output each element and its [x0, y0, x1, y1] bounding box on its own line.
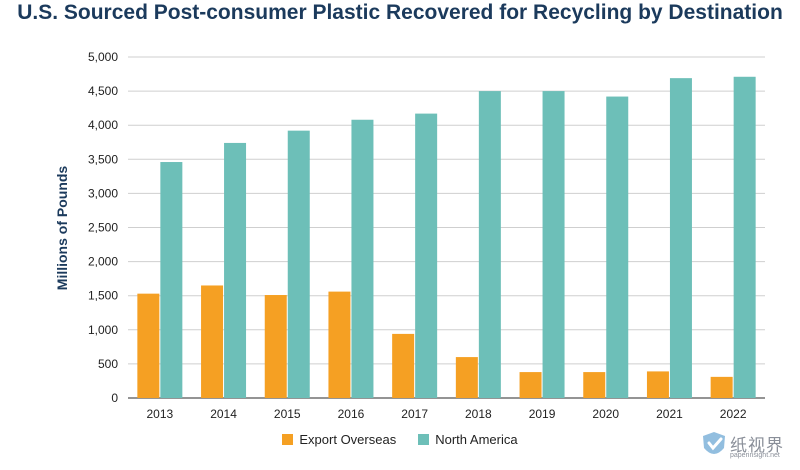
- y-axis-label: Millions of Pounds: [54, 166, 70, 291]
- y-tick-label: 3,000: [88, 186, 118, 200]
- bar-export-overseas: [583, 372, 606, 398]
- y-tick-labels: 0 500 1,000 1,500 2,000 2,500 3,000 3,500 4,000 4…: [88, 50, 118, 405]
- chart-title: U.S. Sourced Post-consumer Plastic Recov…: [17, 1, 783, 24]
- legend-item-north-america: North America: [418, 432, 518, 447]
- x-tick-label: 2015: [274, 407, 301, 421]
- legend-item-export: Export Overseas: [282, 432, 396, 447]
- bar-export-overseas: [392, 333, 415, 398]
- y-tick-label: 4,000: [88, 118, 118, 132]
- legend-swatch-north-america: [418, 434, 430, 445]
- y-tick-label: 3,500: [88, 152, 118, 166]
- bar-export-overseas: [328, 291, 351, 398]
- y-tick-label: 0: [111, 391, 118, 405]
- y-tick-label: 2,000: [88, 255, 118, 269]
- watermark-url: paperinsight.net: [730, 452, 780, 459]
- gridlines: [128, 56, 765, 399]
- bar-export-overseas: [519, 372, 542, 398]
- bar-north-america: [669, 78, 692, 398]
- bar-export-overseas: [455, 357, 478, 398]
- bar-north-america: [160, 162, 183, 398]
- x-tick-label: 2013: [146, 407, 173, 421]
- bar-north-america: [733, 76, 756, 398]
- x-tick-label: 2017: [401, 407, 428, 421]
- x-tick-labels: 2013 2014 2015 2016 2017 2018 2019 2020 2021 2022: [146, 407, 746, 421]
- legend-label-export: Export Overseas: [299, 432, 397, 447]
- bar-north-america: [415, 113, 438, 398]
- bar-export-overseas: [201, 285, 224, 398]
- bar-export-overseas: [646, 371, 669, 398]
- y-tick-label: 1,000: [88, 323, 118, 337]
- watermark: 纸视界 paperinsight.net: [700, 428, 792, 466]
- bar-north-america: [606, 96, 629, 398]
- x-tick-label: 2016: [338, 407, 365, 421]
- x-tick-label: 2019: [529, 407, 556, 421]
- x-tick-label: 2020: [592, 407, 619, 421]
- y-tick-label: 500: [98, 357, 118, 371]
- y-tick-label: 5,000: [88, 50, 118, 64]
- bar-export-overseas: [264, 295, 287, 398]
- bar-north-america: [478, 91, 501, 398]
- legend-swatch-export: [282, 434, 294, 445]
- legend-label-north-america: North America: [435, 432, 518, 447]
- watermark-text: 纸视界: [730, 436, 784, 456]
- x-tick-label: 2021: [656, 407, 683, 421]
- paperinsight-logo-icon: [703, 432, 725, 454]
- bar-north-america: [542, 91, 565, 398]
- legend: Export Overseas North America: [0, 432, 800, 447]
- bar-export-overseas: [710, 376, 733, 398]
- y-tick-label: 2,500: [88, 221, 118, 235]
- bars: [137, 76, 756, 398]
- x-tick-label: 2018: [465, 407, 492, 421]
- bar-export-overseas: [137, 293, 160, 398]
- y-tick-label: 1,500: [88, 289, 118, 303]
- x-tick-label: 2022: [720, 407, 747, 421]
- x-tick-label: 2014: [210, 407, 237, 421]
- bar-north-america: [224, 142, 247, 398]
- y-tick-label: 4,500: [88, 84, 118, 98]
- bar-north-america: [351, 119, 374, 398]
- bar-north-america: [287, 130, 310, 398]
